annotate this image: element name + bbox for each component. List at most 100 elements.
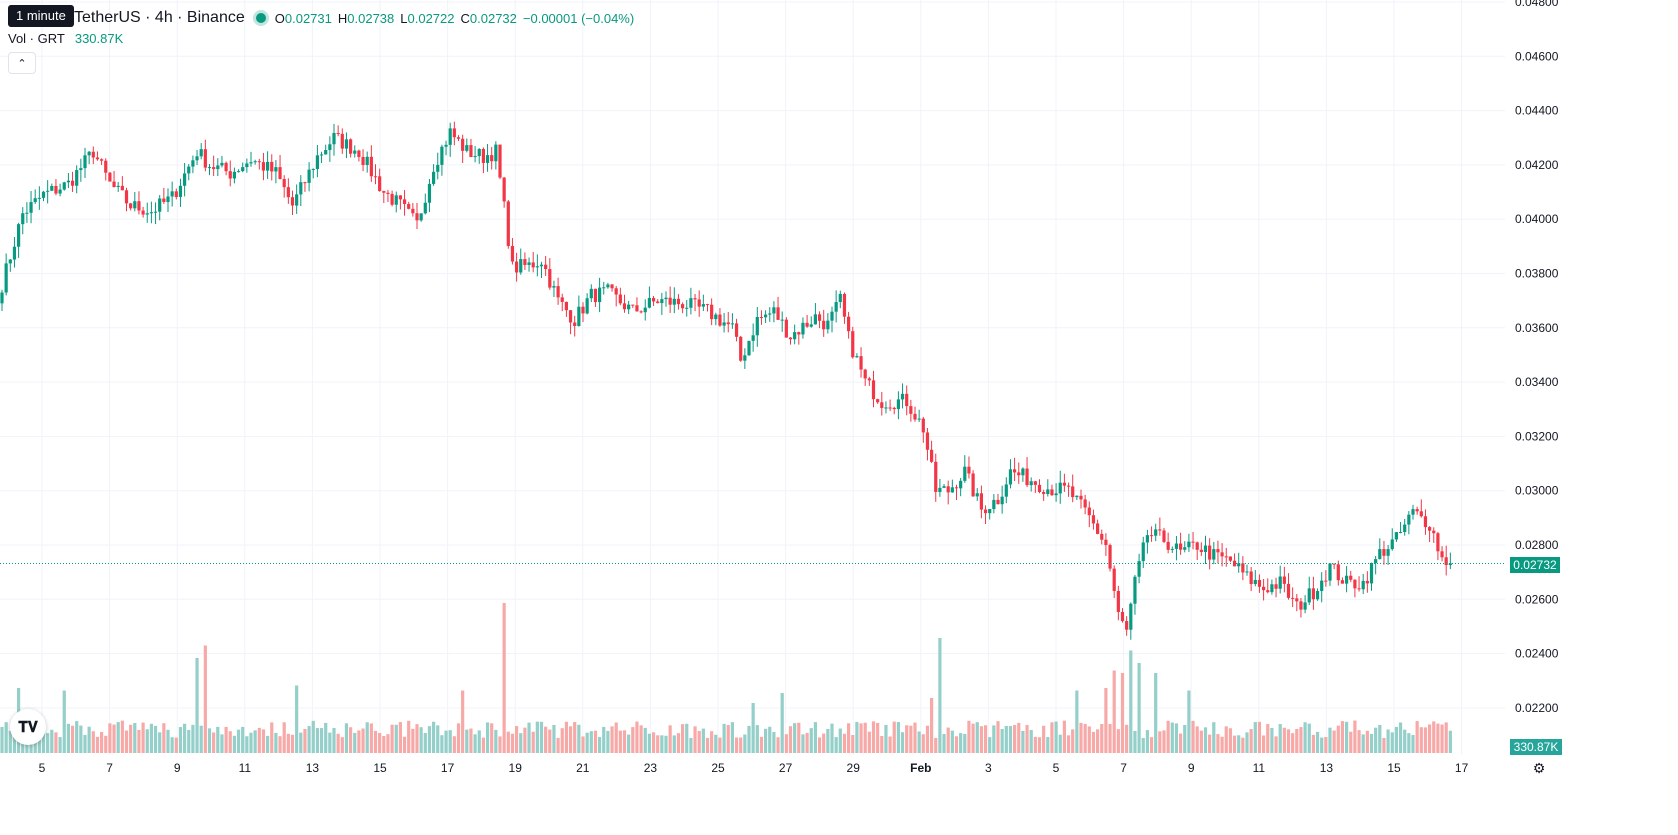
candle-body — [610, 284, 614, 289]
volume-bar — [1116, 729, 1120, 753]
volume-bar — [1145, 730, 1149, 753]
candle-body — [228, 171, 232, 179]
candle-body — [1220, 552, 1224, 557]
volume-bar — [261, 729, 266, 753]
volume-bar — [1029, 729, 1033, 753]
volume-bar — [884, 724, 888, 753]
price-tick-label: 0.03400 — [1515, 375, 1559, 389]
candle-body — [290, 197, 295, 206]
candle-body — [602, 287, 606, 289]
volume-bar — [1071, 729, 1075, 753]
volume-bar — [278, 736, 282, 753]
volume-bar — [747, 725, 751, 753]
candle-body — [141, 210, 145, 215]
volume-bar — [398, 722, 402, 753]
market-status-icon[interactable] — [255, 13, 266, 23]
candle-body — [668, 297, 672, 305]
candle-body — [1415, 509, 1419, 512]
price-tick-label: 0.04800 — [1515, 0, 1559, 9]
price-tick-label: 0.02200 — [1515, 701, 1559, 715]
candle-body — [1174, 543, 1179, 549]
candle-body — [1149, 535, 1154, 537]
candle-body — [656, 301, 660, 304]
volume-bar — [817, 737, 822, 753]
candle-body — [581, 306, 585, 314]
price-change: −0.00001 (−0.04%) — [522, 10, 635, 26]
volume-bar — [822, 733, 826, 753]
candle-body — [651, 297, 656, 302]
volume-bar — [290, 734, 295, 753]
volume-bar — [411, 728, 415, 753]
volume-bar — [776, 737, 780, 753]
volume-label[interactable]: Vol · GRT — [8, 31, 65, 46]
settings-gear-icon[interactable]: ⚙ — [1532, 759, 1546, 776]
volume-bar — [1253, 722, 1257, 753]
volume-legend: Vol · GRT 330.87K — [8, 31, 123, 46]
tradingview-logo-icon[interactable]: 𝐓𝐕 — [10, 709, 46, 745]
volume-bar — [726, 725, 730, 753]
candle-body — [1199, 549, 1203, 552]
volume-bar — [1336, 725, 1340, 753]
date-tick-label: 15 — [373, 761, 387, 775]
date-tick-label: 15 — [1387, 761, 1401, 775]
candle-body — [1058, 482, 1062, 494]
volume-bar — [382, 736, 386, 753]
candle-body — [456, 137, 461, 139]
volume-bar — [1046, 737, 1050, 753]
candle-body — [701, 304, 705, 307]
candle-body — [1203, 545, 1208, 552]
volume-bar — [830, 723, 834, 753]
volume-bar — [490, 723, 494, 753]
candle-body — [398, 195, 402, 200]
price-tick-label: 0.03000 — [1515, 484, 1559, 498]
candle-body — [975, 493, 979, 497]
last-price-badge: 0.02732 — [1510, 557, 1560, 573]
candle-body — [1166, 541, 1170, 550]
volume-bar — [1137, 663, 1141, 753]
candle-body — [1382, 549, 1386, 556]
candle-body — [589, 288, 593, 299]
candle-body — [863, 369, 867, 379]
volume-bar — [373, 730, 378, 753]
candle-body — [1369, 562, 1374, 584]
volume-bar — [216, 726, 220, 753]
volume-bar — [1365, 730, 1369, 753]
price-tick-label: 0.02400 — [1515, 647, 1559, 661]
volume-bar — [959, 733, 963, 753]
volume-bar — [37, 737, 41, 753]
volume-bar — [1299, 727, 1303, 753]
symbol-title[interactable]: TetherUS · 4h · Binance — [74, 9, 245, 26]
candle-body — [515, 261, 519, 273]
candle-body — [1436, 533, 1440, 552]
date-tick-label: 23 — [644, 761, 658, 775]
volume-bar — [286, 733, 290, 753]
candle-body — [407, 204, 411, 209]
collapse-legend-button[interactable]: ⌃ — [8, 52, 36, 74]
candle-body — [942, 486, 946, 488]
volume-bar — [1000, 729, 1004, 753]
volume-bar — [444, 730, 448, 753]
volume-bar — [112, 724, 116, 753]
symbol-legend: TetherUS · 4h · Binance O0.02731 H0.0273… — [8, 8, 634, 28]
candle-body — [91, 151, 95, 158]
candle-body — [261, 162, 266, 171]
candle-body — [780, 319, 784, 321]
candle-body — [664, 297, 668, 300]
volume-bar — [1187, 690, 1191, 753]
date-tick-label: 7 — [1120, 761, 1127, 775]
last-volume-badge: 330.87K — [1510, 739, 1562, 755]
candle-body — [639, 311, 643, 313]
volume-bar — [124, 730, 129, 753]
volume-bar — [1278, 724, 1282, 753]
volume-bar — [909, 725, 913, 753]
volume-bar — [485, 722, 490, 753]
date-axis[interactable]: 5 7 9 11 13 15 17 19 21 23 25 27 29 Feb 3 5 7 9 11 13 15 17 — [39, 761, 1469, 775]
candle-body — [859, 356, 863, 370]
volume-bar — [1374, 727, 1378, 753]
volume-bar — [946, 727, 950, 753]
price-axis[interactable]: 0.04800 0.04600 0.04400 0.04200 0.04000 0.038… — [1515, 0, 1559, 715]
candle-body — [498, 144, 502, 178]
ohlc-low: L0.02722 — [400, 10, 455, 26]
candle-body — [137, 201, 141, 211]
